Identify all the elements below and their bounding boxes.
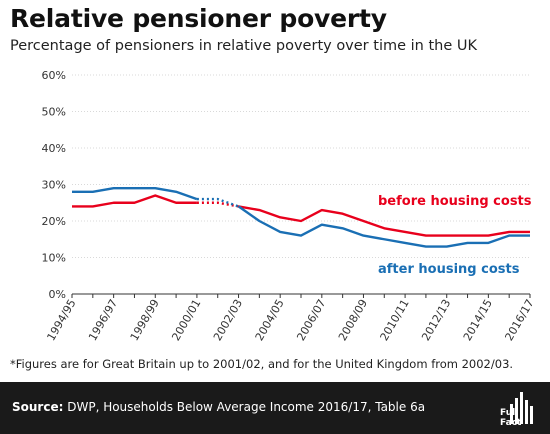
series-line-before-housing-costs [72, 194, 197, 208]
line-chart: 0% 10% 20% 30% 40% 50% 60% 1994/95 1996/97 1998/9… [42, 69, 537, 343]
x-tick-label: 1998/99 [128, 297, 162, 343]
series-label: before housing costs [378, 194, 532, 209]
x-tick-label: 2002/03 [211, 297, 245, 343]
y-tick-label: 50% [42, 106, 66, 119]
y-tick-label: 30% [42, 179, 66, 192]
x-tick-label: 1994/95 [44, 297, 78, 343]
y-tick-label: 10% [42, 252, 66, 265]
x-tick-label: 2006/07 [294, 297, 328, 343]
x-tick-label: 2004/05 [253, 297, 287, 343]
source-citation: DWP, Households Below Average Income 201… [63, 400, 426, 414]
series-break-segment [196, 201, 239, 208]
series-line-before-housing-costs [238, 205, 530, 237]
source-text: Source: DWP, Households Below Average In… [12, 400, 425, 414]
source-bar: Source: DWP, Households Below Average In… [0, 382, 550, 434]
y-tick-label: 0% [49, 288, 66, 301]
x-tick-label: 2014/15 [461, 297, 495, 343]
x-tick-label: 2010/11 [378, 297, 412, 343]
series-line-after-housing-costs [72, 186, 198, 201]
chart-title: Relative pensioner poverty [10, 4, 387, 33]
x-tick-label: 2016/17 [502, 297, 536, 343]
series-label: after housing costs [378, 262, 520, 277]
full-fact-logo-icon: Full Fact [500, 386, 544, 430]
y-tick-label: 20% [42, 215, 66, 228]
logo-text: Full Fact [500, 408, 522, 428]
y-tick-label: 40% [42, 142, 66, 155]
series-break-segment [196, 197, 239, 208]
source-label: Source: [12, 400, 64, 414]
x-tick-label: 2008/09 [336, 297, 370, 343]
x-tick-label: 1996/97 [86, 297, 120, 343]
y-tick-label: 60% [42, 69, 66, 82]
series-line-after-housing-costs [237, 205, 530, 248]
footnote: *Figures are for Great Britain up to 200… [10, 357, 514, 371]
chart-subtitle: Percentage of pensioners in relative pov… [10, 38, 477, 54]
x-tick-label: 2012/13 [419, 297, 453, 343]
x-tick-label: 2000/01 [169, 297, 203, 343]
